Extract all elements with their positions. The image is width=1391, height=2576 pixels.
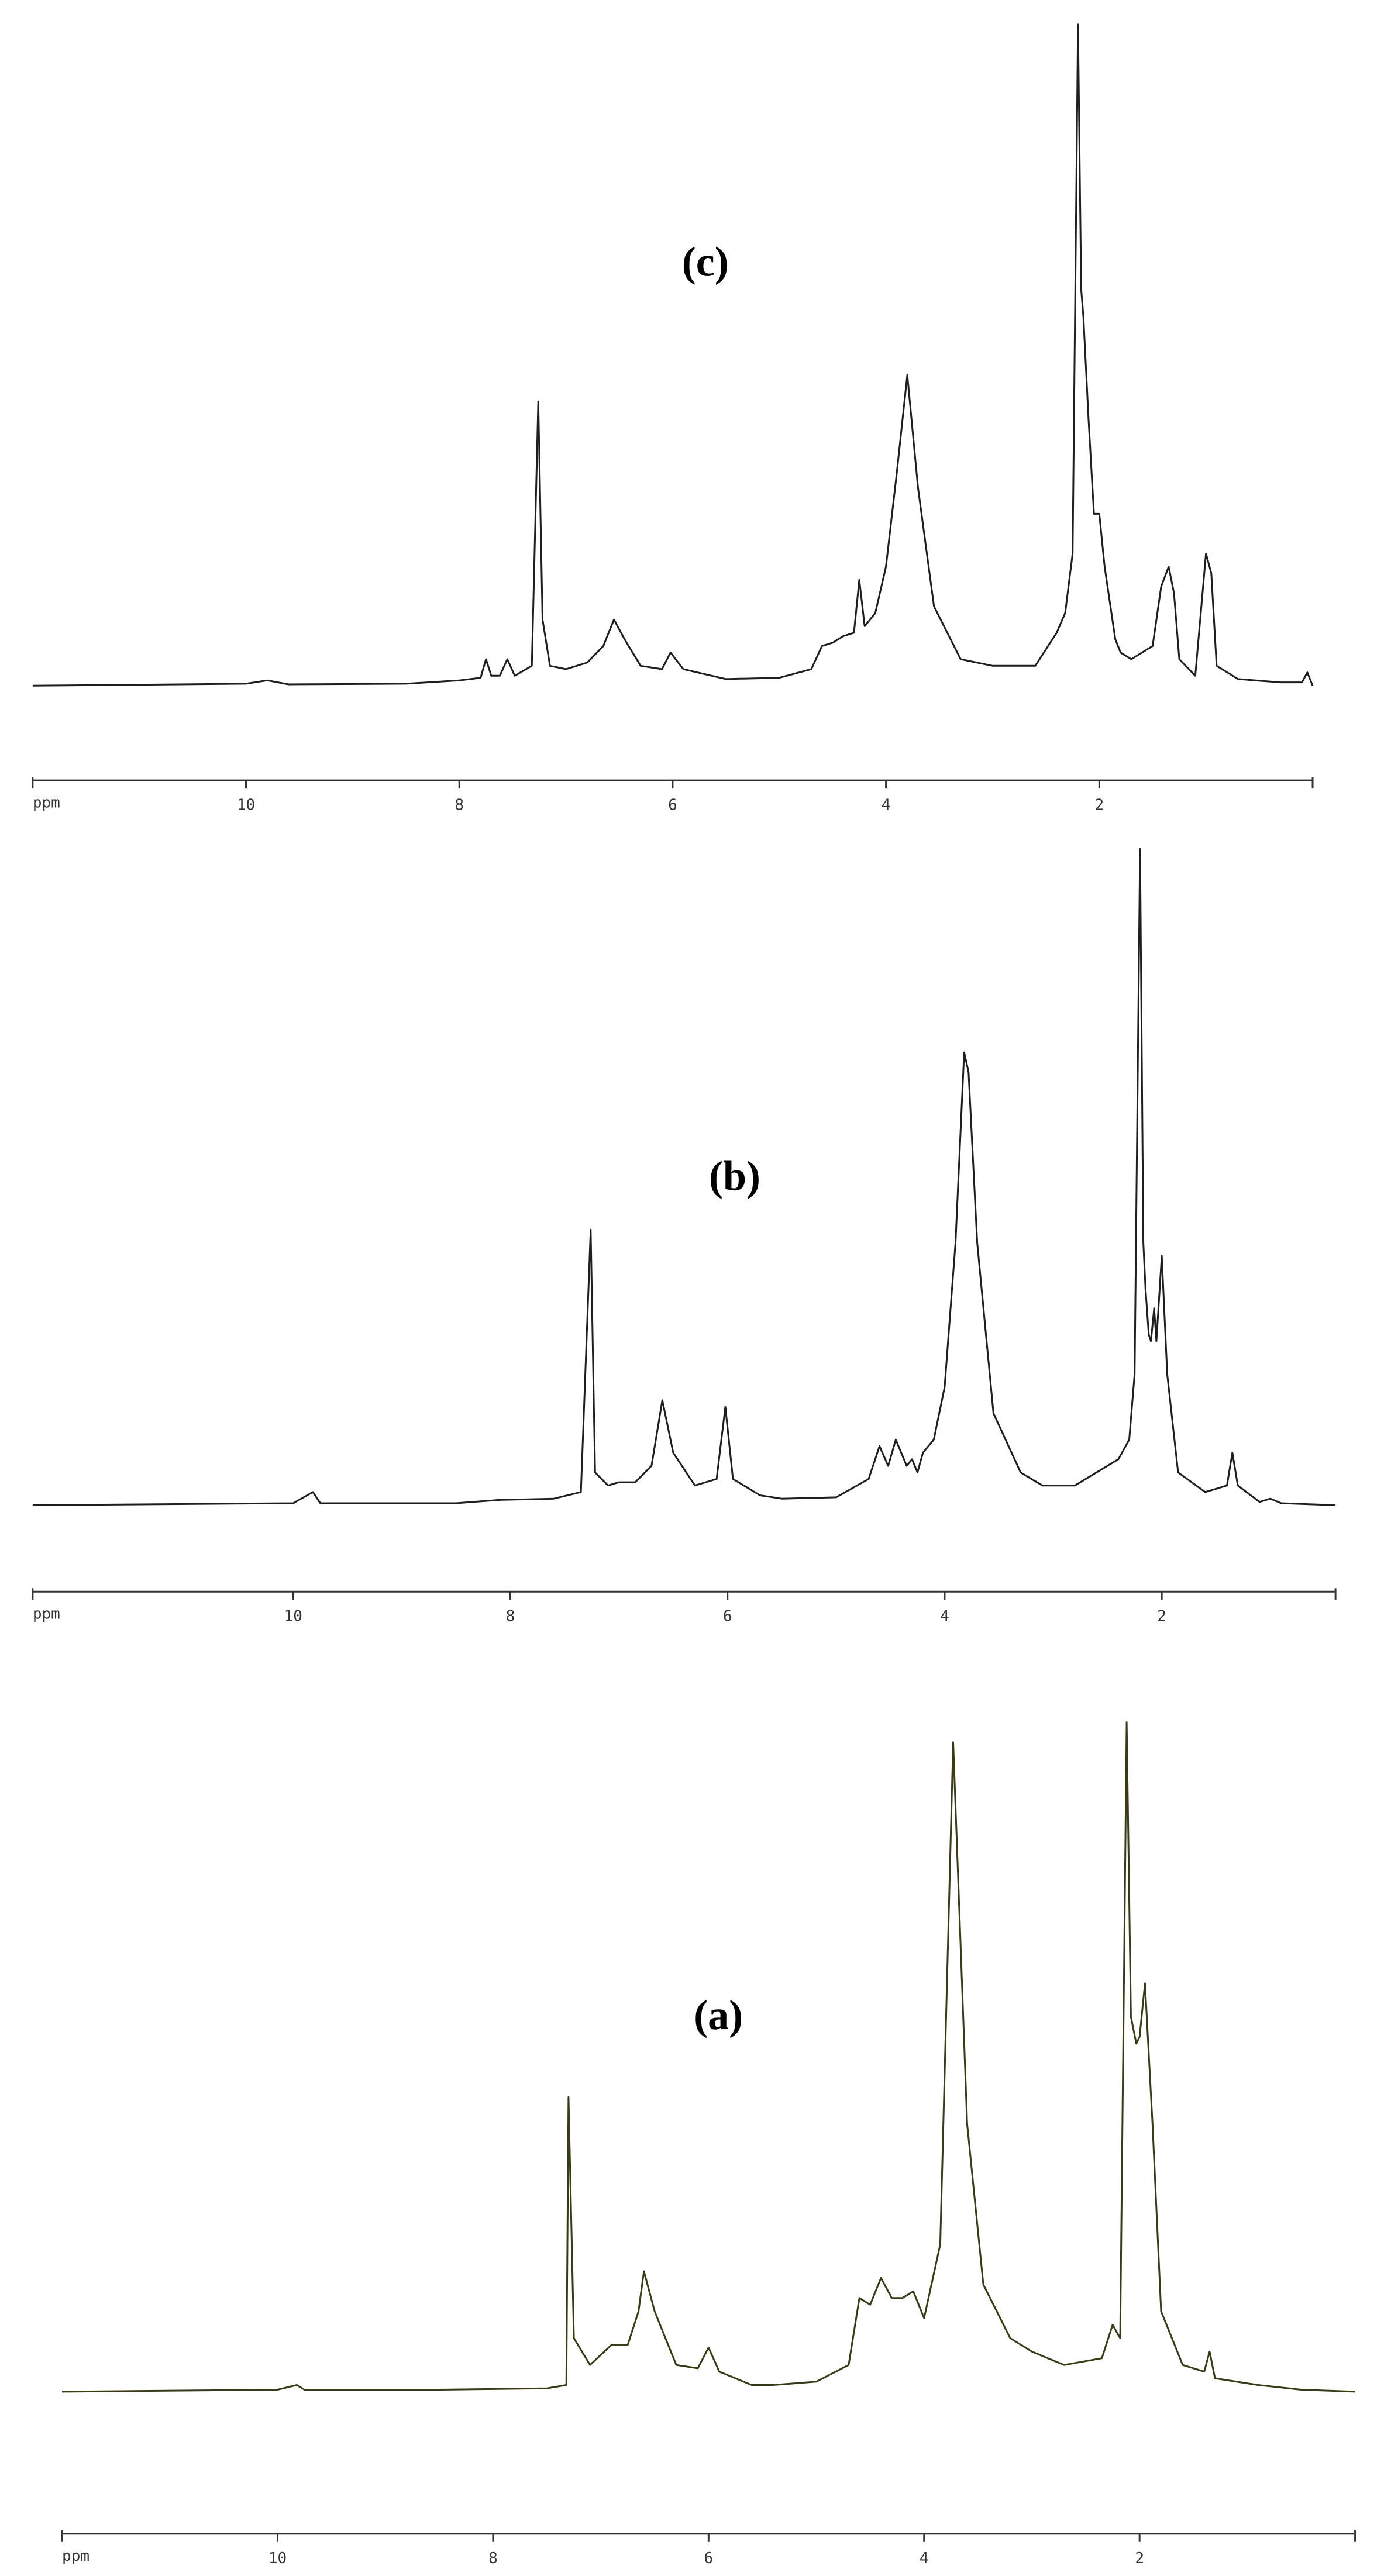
x-tick-label: 6 <box>668 797 677 814</box>
panel-title: (c) <box>682 238 729 285</box>
spectrum-line <box>32 848 1336 1506</box>
x-tick-label: 6 <box>704 2550 714 2567</box>
x-tick-label: 2 <box>1135 2550 1144 2567</box>
spectrum-line <box>62 1721 1355 2393</box>
x-tick-label: 8 <box>488 2550 498 2567</box>
x-tick-label: 10 <box>268 2550 287 2567</box>
x-tick-label: 2 <box>1094 797 1104 814</box>
spectrum-line <box>32 23 1314 687</box>
x-tick-label: 10 <box>284 1608 302 1626</box>
x-tick-label: 6 <box>723 1608 732 1626</box>
x-tick-label: 10 <box>237 797 255 814</box>
x-axis-label: ppm <box>33 1606 60 1623</box>
x-axis-label: ppm <box>62 2547 89 2565</box>
x-tick-label: 4 <box>920 2550 929 2567</box>
panel-title: (a) <box>694 1992 743 2038</box>
x-axis-label: ppm <box>33 794 60 812</box>
x-tick-label: 8 <box>455 797 464 814</box>
x-tick-label: 2 <box>1157 1608 1166 1626</box>
x-tick-label: 4 <box>882 797 891 814</box>
x-tick-label: 8 <box>506 1608 515 1626</box>
panel-title: (b) <box>709 1152 760 1199</box>
x-tick-label: 4 <box>940 1608 949 1626</box>
